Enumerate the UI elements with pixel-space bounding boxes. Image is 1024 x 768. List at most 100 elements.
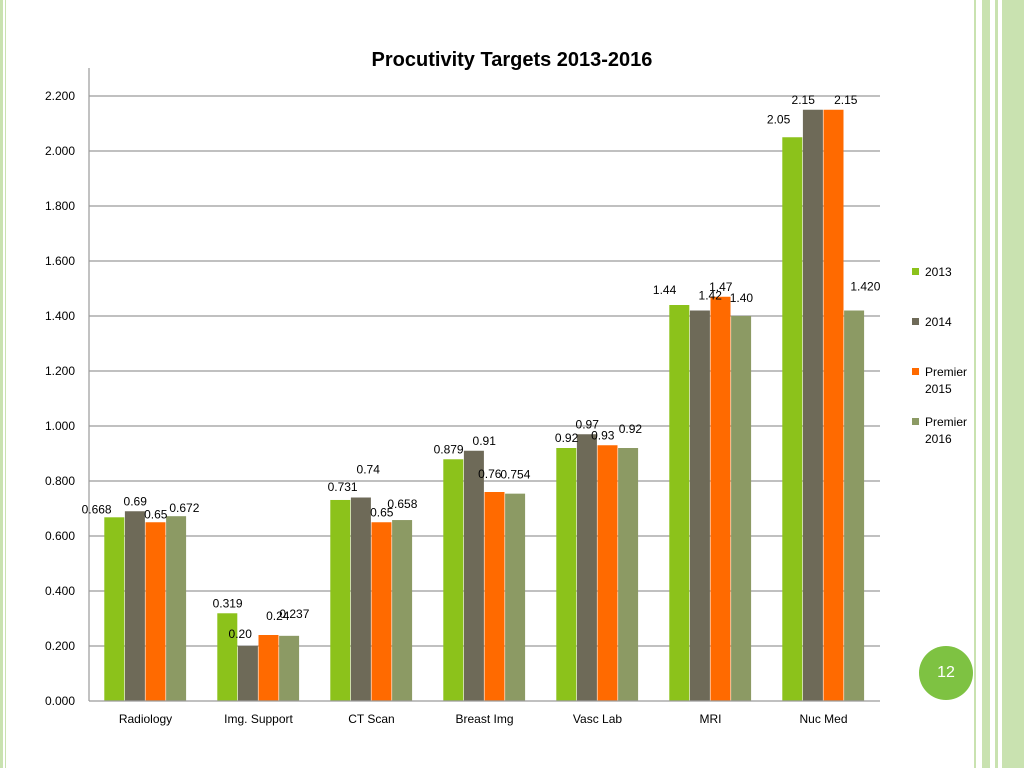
bar: [217, 613, 238, 701]
x-category-label: Breast Img: [455, 712, 513, 726]
data-label: 1.47: [709, 280, 733, 294]
bars: [104, 109, 865, 701]
legend-label-line: 2015: [925, 382, 952, 396]
bar: [669, 305, 690, 701]
y-tick-label: 1.600: [45, 254, 75, 268]
border-stripe: [0, 0, 3, 768]
data-label: 2.05: [767, 112, 791, 126]
page-number-badge: 12: [919, 646, 973, 700]
x-category-label: MRI: [700, 712, 722, 726]
bar: [484, 492, 505, 701]
legend: 2013 2014 Premier 2015 Premier 2016: [912, 265, 967, 446]
data-label: 0.97: [576, 417, 600, 431]
bar: [237, 646, 258, 701]
y-tick-label: 0.000: [45, 694, 75, 708]
data-label: 2.15: [834, 93, 858, 107]
bar: [618, 448, 639, 701]
slide-border-left: [0, 0, 8, 768]
bar: [689, 310, 710, 701]
bar: [330, 499, 351, 701]
data-label: 0.24: [266, 609, 290, 623]
data-label: 1.40: [730, 291, 754, 305]
bar: [350, 497, 371, 701]
border-stripe: [995, 0, 998, 768]
y-tick-label: 1.400: [45, 309, 75, 323]
bar: [124, 511, 145, 701]
y-tick-label: 2.200: [45, 89, 75, 103]
data-label: 0.754: [500, 468, 530, 482]
bar: [166, 516, 187, 701]
data-label: 0.92: [619, 422, 643, 436]
data-label: 0.74: [357, 463, 381, 477]
data-label: 0.92: [555, 431, 579, 445]
data-label: 0.237: [279, 607, 309, 621]
slide-border-right: [974, 0, 1024, 768]
bar: [463, 450, 484, 701]
bar: [505, 493, 526, 701]
y-tick-label: 0.800: [45, 474, 75, 488]
legend-label-line: Premier: [925, 415, 967, 429]
data-label: 0.93: [591, 428, 615, 442]
bar: [731, 316, 752, 701]
data-label: 0.76: [478, 467, 502, 481]
y-tick-label: 0.400: [45, 584, 75, 598]
legend-label-line: 2016: [925, 432, 952, 446]
data-label: 0.20: [229, 627, 253, 641]
data-label: 0.731: [328, 480, 358, 494]
data-label: 1.44: [653, 283, 677, 297]
border-stripe: [5, 0, 6, 768]
bar: [145, 522, 166, 701]
y-tick-label: 1.800: [45, 199, 75, 213]
data-label: 0.319: [213, 596, 243, 610]
legend-label: 2014: [925, 315, 952, 329]
x-category-label: CT Scan: [348, 712, 394, 726]
data-label: 0.65: [144, 507, 168, 521]
bar: [576, 434, 597, 701]
bar: [597, 445, 618, 701]
x-category-label: Vasc Lab: [573, 712, 622, 726]
bar: [104, 517, 125, 701]
legend-label: 2013: [925, 265, 952, 279]
y-tick-label: 0.200: [45, 639, 75, 653]
bar: [782, 137, 803, 701]
legend-swatch: [912, 368, 919, 375]
data-label: 0.879: [434, 442, 464, 456]
legend-swatch: [912, 318, 919, 325]
border-stripe: [974, 0, 976, 768]
bar: [556, 448, 577, 701]
data-label: 0.668: [82, 502, 112, 516]
y-tick-labels: 0.000 0.200 0.400 0.600 0.800 1.000 1.200 1.400…: [45, 89, 75, 708]
x-category-labels: Radiology Img. Support CT Scan Breast Img Va…: [119, 712, 848, 726]
bar: [710, 296, 731, 701]
bar: [443, 459, 464, 701]
data-label: 0.69: [124, 494, 148, 508]
legend-label-line: Premier: [925, 365, 967, 379]
data-label: 2.15: [792, 93, 816, 107]
bar: [802, 109, 823, 701]
border-stripe: [1002, 0, 1024, 768]
data-label: 1.42: [699, 289, 723, 303]
bar: [371, 522, 392, 701]
bar: [844, 310, 865, 701]
x-category-label: Img. Support: [224, 712, 293, 726]
data-label: 1.420: [850, 280, 880, 294]
data-label: 0.658: [387, 497, 417, 511]
bar: [258, 635, 279, 701]
axes: [88, 68, 880, 702]
bar: [823, 109, 844, 701]
bar: [392, 520, 413, 701]
x-category-label: Nuc Med: [799, 712, 847, 726]
data-label: 0.65: [370, 505, 394, 519]
y-tick-label: 1.000: [45, 419, 75, 433]
y-tick-label: 1.200: [45, 364, 75, 378]
y-tick-label: 2.000: [45, 144, 75, 158]
x-category-label: Radiology: [119, 712, 172, 726]
bar: [279, 635, 300, 701]
legend-swatch: [912, 418, 919, 425]
legend-swatch: [912, 268, 919, 275]
chart-title: Procutivity Targets 2013-2016: [372, 49, 653, 71]
legend-label: Premier 2016: [925, 415, 967, 446]
y-tick-label: 0.600: [45, 529, 75, 543]
